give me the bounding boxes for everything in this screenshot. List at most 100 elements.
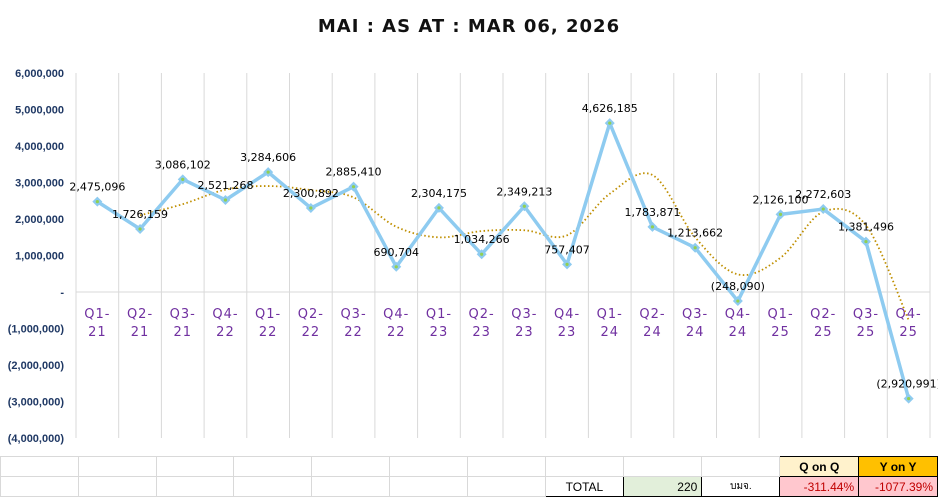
x-tick-label: Q3- (170, 307, 196, 322)
x-tick-label: Q4- (554, 307, 580, 322)
x-tick-label: 24 (686, 325, 705, 340)
yoy-value: -1077.39% (858, 476, 938, 497)
data-label: 690,704 (374, 246, 420, 259)
table-total-row: TOTAL 220 บมจ. -311.44% -1077.39% (0, 476, 938, 497)
y-tick-label: (4,000,000) (8, 433, 65, 445)
x-tick-label: Q1- (426, 307, 452, 322)
data-label: 2,272,603 (795, 188, 851, 201)
x-tick-label: 22 (302, 325, 321, 340)
y-tick-label: 3,000,000 (15, 178, 64, 190)
x-tick-label: 25 (814, 325, 833, 340)
data-point-center (778, 212, 783, 216)
x-tick-label: 22 (259, 325, 278, 340)
qoq-value: -311.44% (779, 476, 860, 497)
total-label: TOTAL (544, 476, 625, 497)
summary-table: Q on Q Y on Y TOTAL 220 บมจ. -311.44% -1… (0, 456, 938, 497)
x-tick-label: 24 (600, 325, 619, 340)
x-tick-label: 21 (173, 325, 192, 340)
x-tick-label: 21 (88, 325, 107, 340)
data-point-center (821, 207, 825, 211)
x-tick-label: 25 (771, 325, 790, 340)
x-tick-label: 23 (430, 325, 449, 340)
x-tick-label: Q2- (810, 307, 836, 322)
data-point-center (736, 299, 740, 303)
y-tick-label: (2,000,000) (8, 360, 65, 372)
series-line (96, 121, 911, 400)
table-header-row: Q on Q Y on Y (0, 456, 938, 477)
x-tick-label: 23 (558, 325, 577, 340)
data-label: 2,349,213 (496, 185, 552, 198)
data-point-center (480, 252, 484, 256)
y-tick-label: 2,000,000 (15, 214, 64, 226)
x-tick-label: 23 (515, 325, 534, 340)
data-label: 3,086,102 (155, 158, 211, 171)
x-tick-label: Q3- (682, 307, 708, 322)
data-point-center (522, 204, 526, 208)
data-point-center (138, 227, 142, 231)
data-label: 1,783,871 (624, 206, 680, 219)
x-tick-label: Q4- (725, 307, 751, 322)
x-tick-label: 25 (857, 325, 876, 340)
x-tick-label: Q1- (255, 307, 281, 322)
data-label: (2,920,991) (876, 378, 938, 391)
data-label: 3,284,606 (240, 151, 296, 164)
chart-title: MAI : AS AT : MAR 06, 2026 (317, 16, 621, 37)
x-tick-label: Q1- (597, 307, 623, 322)
x-tick-label: Q4- (896, 307, 922, 322)
data-label: 1,726,159 (112, 208, 168, 221)
data-point-center (95, 200, 99, 204)
x-tick-label: Q3- (340, 307, 366, 322)
data-point-center (351, 185, 356, 189)
qoq-header: Q on Q (779, 456, 860, 477)
x-tick-label: Q3- (853, 307, 879, 322)
y-tick-label: 6,000,000 (15, 68, 64, 80)
x-tick-label: 22 (387, 325, 406, 340)
data-point-center (181, 177, 185, 181)
x-tick-label: 22 (344, 325, 363, 340)
x-tick-label: Q1- (84, 307, 110, 322)
data-point-center (565, 262, 569, 266)
data-label: 2,126,100 (753, 193, 809, 206)
data-label: 757,407 (544, 243, 590, 256)
data-label: 1,381,496 (838, 221, 894, 234)
x-tick-label: Q4- (383, 307, 409, 322)
x-tick-label: 23 (472, 325, 491, 340)
y-tick-label: 4,000,000 (15, 141, 64, 153)
data-point-center (437, 206, 441, 210)
x-tick-label: Q2- (639, 307, 665, 322)
y-tick-label: (1,000,000) (8, 324, 65, 336)
x-tick-label: Q1- (767, 307, 793, 322)
data-label: 2,304,175 (411, 187, 467, 200)
data-label: 2,300,892 (283, 187, 339, 200)
data-point-center (907, 397, 911, 401)
data-label: 2,521,268 (197, 179, 253, 192)
x-tick-label: 24 (729, 325, 748, 340)
data-point-center (650, 225, 655, 229)
x-tick-label: Q4- (212, 307, 238, 322)
total-value: 220 (623, 476, 703, 497)
y-tick-label: 5,000,000 (15, 105, 64, 117)
data-label: 2,885,410 (326, 166, 382, 179)
x-tick-label: 25 (899, 325, 918, 340)
data-point-center (266, 170, 270, 174)
data-point-center (693, 246, 697, 250)
data-label: 4,626,185 (582, 102, 638, 115)
x-tick-label: 21 (131, 325, 150, 340)
data-point-center (864, 239, 868, 244)
data-point-center (394, 265, 398, 269)
data-point-center (608, 121, 612, 125)
x-tick-label: 22 (216, 325, 235, 340)
x-tick-label: Q2- (298, 307, 324, 322)
x-tick-label: Q3- (511, 307, 537, 322)
data-label: 1,034,266 (454, 233, 510, 246)
x-tick-label: 24 (643, 325, 662, 340)
data-label: (248,090) (711, 280, 765, 293)
y-tick-label: 1,000,000 (15, 251, 64, 263)
data-label: 1,213,662 (667, 227, 723, 240)
unit-label: บมจ. (701, 476, 781, 497)
yoy-header: Y on Y (858, 456, 938, 477)
x-tick-label: Q2- (127, 307, 153, 322)
data-point-center (309, 206, 313, 210)
x-tick-label: Q2- (469, 307, 495, 322)
